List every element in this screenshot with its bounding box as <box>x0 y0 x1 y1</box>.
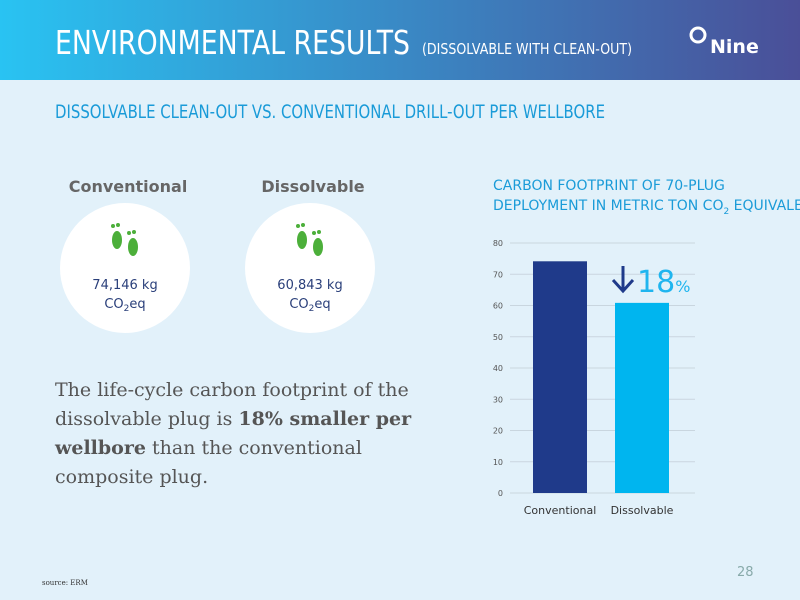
chart-title-sub: 2 <box>723 207 729 217</box>
card-amount: 60,843 kg <box>277 278 342 293</box>
section-title: DISSOLVABLE CLEAN-OUT VS. CONVENTIONAL D… <box>55 101 605 123</box>
y-tick-label: 60 <box>493 302 503 311</box>
x-tick-label: Dissolvable <box>611 504 674 517</box>
y-tick-label: 20 <box>493 427 503 436</box>
footprint-icon <box>296 223 323 256</box>
chart-title: CARBON FOOTPRINT OF 70-PLUG DEPLOYMENT I… <box>493 178 800 217</box>
x-tick-label: Conventional <box>524 504 597 517</box>
source: source: ERM <box>42 579 88 587</box>
chart-title-line: DEPLOYMENT IN METRIC TON CO <box>493 198 723 214</box>
y-tick-label: 70 <box>493 270 503 279</box>
card-circle <box>245 203 375 333</box>
toe <box>127 231 131 235</box>
down-arrow <box>611 266 635 294</box>
chart-title-line: CARBON FOOTPRINT OF 70-PLUG <box>493 178 725 194</box>
foot <box>297 231 307 249</box>
toe <box>116 223 120 227</box>
toe <box>317 230 321 234</box>
body-line: The life-cycle carbon footprint of the <box>55 379 409 401</box>
unit-sub: 2 <box>309 304 315 314</box>
unit-part: CO <box>104 297 123 312</box>
bar <box>615 302 669 493</box>
bar <box>533 261 587 493</box>
body-line: than the conventional <box>146 437 362 459</box>
card-label: Conventional <box>69 177 188 196</box>
chart-title-line: EQUIVALENTS <box>729 198 800 214</box>
y-tick-label: 50 <box>493 333 503 342</box>
foot <box>128 238 138 256</box>
logo-text: Nine <box>710 36 759 58</box>
y-tick-label: 40 <box>493 364 503 373</box>
card-unit: CO2eq <box>289 297 330 314</box>
body-line: composite plug. <box>55 466 208 488</box>
foot <box>112 231 122 249</box>
y-tick-label: 0 <box>498 489 503 498</box>
card-circle <box>60 203 190 333</box>
unit-part: eq <box>314 297 330 312</box>
toe <box>296 224 300 228</box>
foot <box>313 238 323 256</box>
unit-part: CO <box>289 297 308 312</box>
header-band <box>0 0 800 80</box>
toe <box>111 224 115 228</box>
body-line: dissolvable plug is <box>55 408 238 430</box>
toe <box>312 231 316 235</box>
toe <box>132 230 136 234</box>
footprint-icon <box>111 223 138 256</box>
unit-sub: 2 <box>124 304 130 314</box>
page-number: 28 <box>737 565 754 580</box>
body-bold: wellbore <box>54 437 146 459</box>
toe <box>301 223 305 227</box>
header-subtitle: (DISSOLVABLE WITH CLEAN-OUT) <box>422 40 632 58</box>
card-unit: CO2eq <box>104 297 145 314</box>
y-tick-label: 80 <box>493 239 503 248</box>
annotation: 18% <box>637 265 690 300</box>
annotation-unit: % <box>675 277 690 296</box>
card-amount: 74,146 kg <box>92 278 157 293</box>
body-text: The life-cycle carbon footprint of the d… <box>54 379 417 488</box>
logo-mark <box>689 26 707 44</box>
header-title: ENVIRONMENTAL RESULTS <box>55 23 410 62</box>
y-tick-label: 30 <box>493 395 503 404</box>
annotation-value: 18 <box>637 265 675 300</box>
y-tick-label: 10 <box>493 458 503 467</box>
body-bold: 18% smaller per <box>238 408 412 430</box>
unit-part: eq <box>129 297 145 312</box>
chart: 0 10 20 30 40 50 60 70 80 Conventional Dissolvable <box>493 239 695 517</box>
card-label: Dissolvable <box>261 177 364 196</box>
